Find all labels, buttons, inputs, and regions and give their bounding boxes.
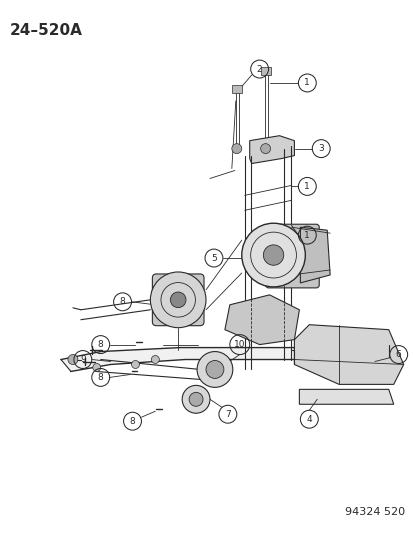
Circle shape (150, 272, 206, 328)
Polygon shape (61, 345, 388, 372)
Text: 8: 8 (119, 297, 125, 306)
Text: 10: 10 (233, 340, 245, 349)
Text: 6: 6 (395, 350, 401, 359)
Text: 9: 9 (80, 355, 85, 364)
Circle shape (151, 356, 159, 364)
Text: 5: 5 (211, 254, 216, 263)
Circle shape (231, 144, 241, 154)
Bar (260, 67, 270, 75)
Circle shape (263, 245, 283, 265)
Polygon shape (294, 325, 403, 384)
Circle shape (182, 385, 209, 413)
Text: 8: 8 (129, 417, 135, 426)
Circle shape (206, 360, 223, 378)
Text: 3: 3 (318, 144, 323, 153)
Text: 8: 8 (97, 340, 103, 349)
FancyBboxPatch shape (265, 224, 318, 288)
FancyBboxPatch shape (152, 274, 204, 326)
Text: 2: 2 (256, 64, 262, 74)
Circle shape (131, 360, 139, 368)
Circle shape (197, 352, 232, 387)
Text: 24–520A: 24–520A (9, 23, 82, 38)
Polygon shape (299, 389, 393, 404)
Circle shape (68, 354, 78, 365)
Circle shape (241, 223, 305, 287)
Text: 4: 4 (306, 415, 311, 424)
Circle shape (170, 292, 185, 308)
Text: 1: 1 (304, 231, 309, 240)
Text: 1: 1 (304, 182, 309, 191)
Text: 1: 1 (304, 78, 309, 87)
Text: 94324 520: 94324 520 (344, 507, 404, 516)
Circle shape (189, 392, 202, 406)
Text: 7: 7 (224, 410, 230, 419)
Text: 8: 8 (97, 373, 103, 382)
Circle shape (260, 144, 270, 154)
Polygon shape (300, 227, 330, 283)
Circle shape (93, 364, 100, 372)
Polygon shape (249, 136, 294, 164)
Polygon shape (224, 295, 299, 345)
Bar (231, 85, 241, 93)
